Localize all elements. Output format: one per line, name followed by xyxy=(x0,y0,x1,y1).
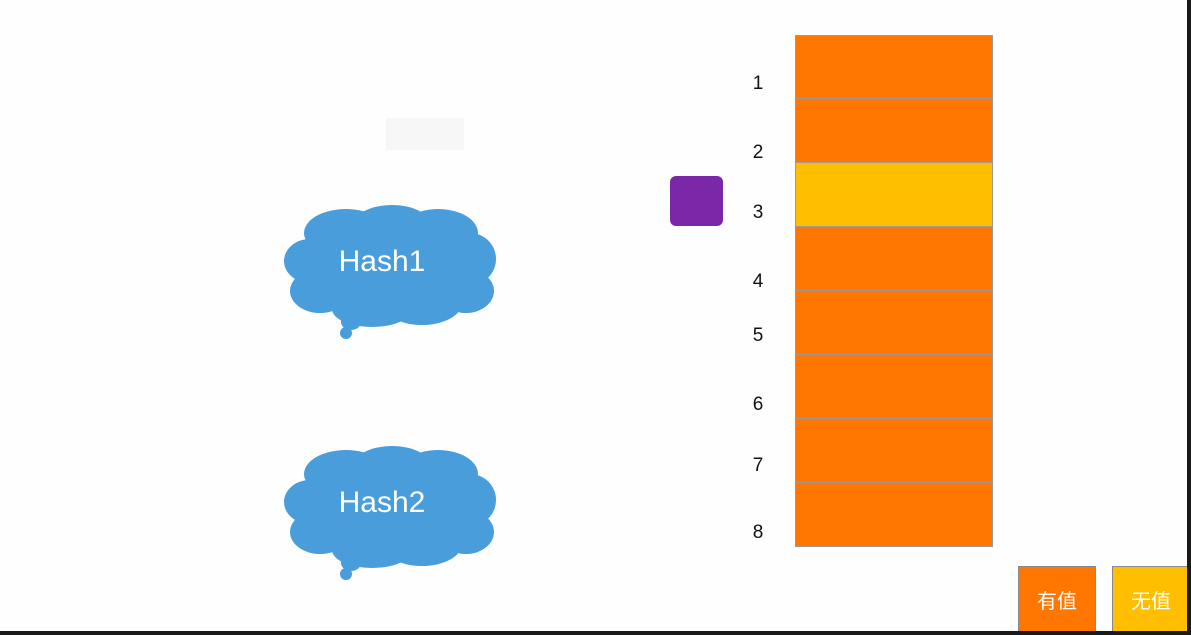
slot-index-label: 2 xyxy=(752,142,764,163)
slot-cell xyxy=(795,163,993,227)
slot-cell xyxy=(795,99,993,163)
slot-index-label: 7 xyxy=(752,455,764,476)
legend-has-value: 有值 xyxy=(1018,566,1096,632)
slot-cell xyxy=(795,291,993,355)
right-border xyxy=(1187,0,1191,635)
hash1-label: Hash1 xyxy=(338,245,426,278)
hash-slot-column xyxy=(795,35,993,547)
slot-index-label: 6 xyxy=(752,394,764,415)
legend-no-value: 无值 xyxy=(1112,566,1190,632)
slot-index-label: 8 xyxy=(752,522,764,543)
hash1-cloud: Hash1 xyxy=(284,205,500,345)
slot-cell xyxy=(795,355,993,419)
slot-cell xyxy=(795,419,993,483)
cloud-shape-icon xyxy=(284,205,496,339)
purple-marker-square xyxy=(670,176,723,226)
hash2-label: Hash2 xyxy=(338,486,426,519)
cloud-shape-icon xyxy=(284,446,496,580)
slot-index-label: 3 xyxy=(752,202,764,223)
slot-cell xyxy=(795,227,993,291)
slot-cell xyxy=(795,35,993,99)
slot-index-label: 1 xyxy=(752,73,764,94)
faint-placeholder-box xyxy=(386,118,464,150)
hash2-cloud: Hash2 xyxy=(284,446,500,586)
slot-index-label: 5 xyxy=(752,325,764,346)
slot-cell xyxy=(795,483,993,547)
slot-index-label: 4 xyxy=(752,271,764,292)
bottom-border xyxy=(0,631,1191,635)
